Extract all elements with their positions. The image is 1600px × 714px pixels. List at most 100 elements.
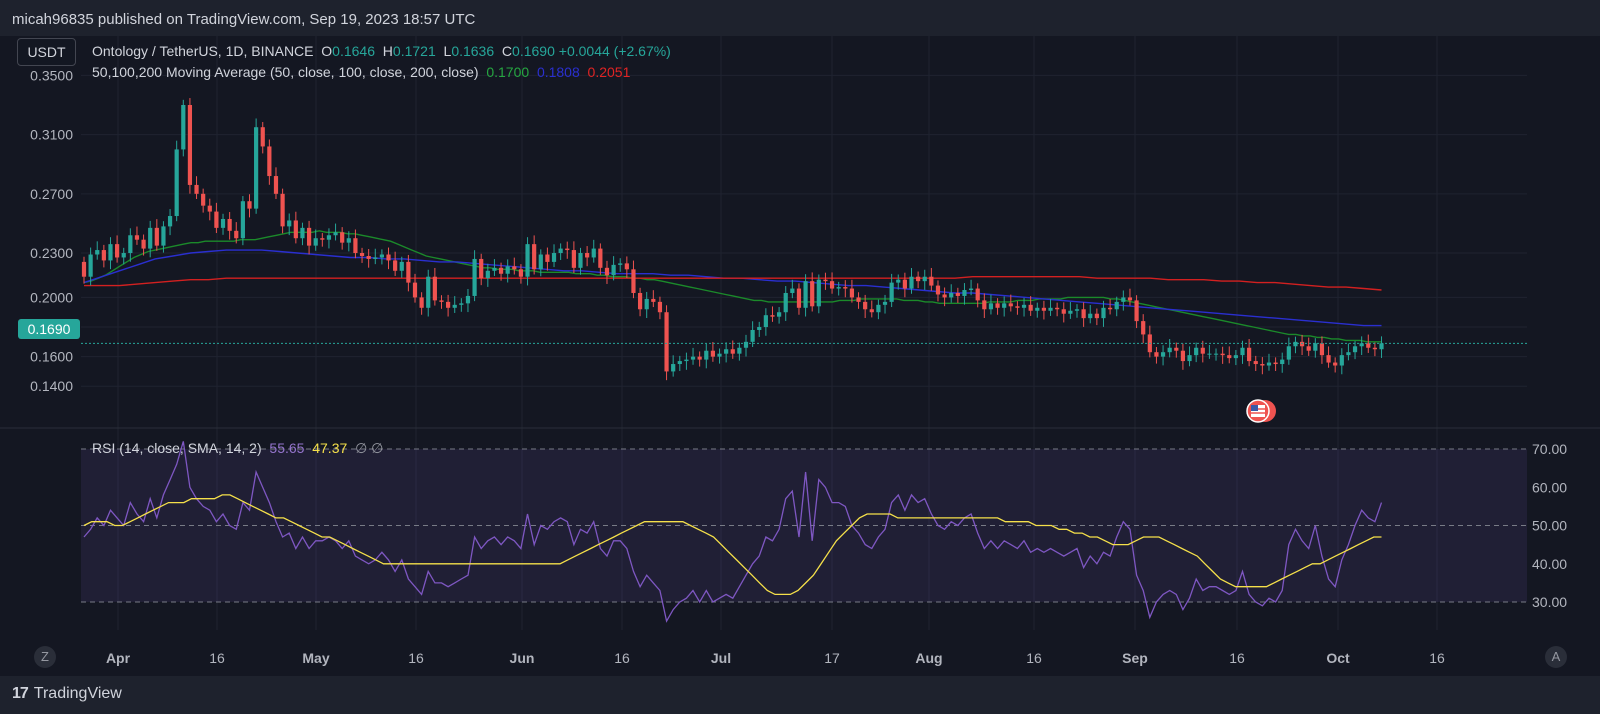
candle-body[interactable] <box>161 226 166 246</box>
candle-body[interactable] <box>115 244 120 258</box>
candle-body[interactable] <box>545 254 550 262</box>
candle-body[interactable] <box>922 276 927 282</box>
candle-body[interactable] <box>432 276 437 301</box>
candle-body[interactable] <box>968 288 974 291</box>
candle-body[interactable] <box>220 218 226 228</box>
candle-body[interactable] <box>1227 355 1232 359</box>
candle-body[interactable] <box>869 309 874 313</box>
candle-body[interactable] <box>320 238 325 240</box>
candle-body[interactable] <box>724 349 729 354</box>
candle-body[interactable] <box>657 301 663 313</box>
candle-body[interactable] <box>1121 297 1126 302</box>
candle-body[interactable] <box>909 276 914 289</box>
candle-body[interactable] <box>631 269 636 293</box>
candle-body[interactable] <box>472 258 477 296</box>
candle-body[interactable] <box>743 341 749 348</box>
candle-body[interactable] <box>267 146 272 177</box>
candle-body[interactable] <box>876 304 881 313</box>
candle-body[interactable] <box>591 248 596 258</box>
candle-body[interactable] <box>366 255 371 259</box>
candle-body[interactable] <box>1021 304 1027 308</box>
candle-body[interactable] <box>353 238 358 254</box>
candle-body[interactable] <box>465 295 471 304</box>
candle-body[interactable] <box>81 261 87 277</box>
candle-body[interactable] <box>1352 346 1358 353</box>
candle-body[interactable] <box>1108 307 1113 310</box>
candle-body[interactable] <box>1174 347 1179 351</box>
candle-body[interactable] <box>1299 341 1305 347</box>
candle-body[interactable] <box>1326 355 1331 363</box>
candle-body[interactable] <box>598 248 603 268</box>
candle-body[interactable] <box>412 282 418 298</box>
candle-body[interactable] <box>1366 343 1371 348</box>
candle-body[interactable] <box>710 350 715 357</box>
candle-body[interactable] <box>644 298 649 310</box>
currency-button[interactable]: USDT <box>17 38 76 66</box>
candle-body[interactable] <box>532 244 537 270</box>
candle-body[interactable] <box>525 244 530 277</box>
candle-body[interactable] <box>611 264 616 276</box>
candle-body[interactable] <box>134 235 140 240</box>
candle-body[interactable] <box>1207 353 1212 355</box>
candle-body[interactable] <box>1372 347 1377 350</box>
candle-body[interactable] <box>1247 347 1252 362</box>
candle-body[interactable] <box>1200 347 1205 354</box>
candle-body[interactable] <box>306 227 312 246</box>
candle-body[interactable] <box>326 235 332 240</box>
candle-body[interactable] <box>849 288 855 298</box>
candle-body[interactable] <box>551 253 557 262</box>
candle-body[interactable] <box>1306 346 1311 351</box>
candle-body[interactable] <box>955 292 960 296</box>
auto-scale-button[interactable]: A <box>1545 646 1567 668</box>
candle-body[interactable] <box>247 201 252 209</box>
candle-body[interactable] <box>1041 307 1046 311</box>
candle-body[interactable] <box>1002 303 1007 308</box>
tradingview-logo[interactable]: 17 TradingView <box>12 685 122 703</box>
candle-body[interactable] <box>459 303 464 305</box>
candle-body[interactable] <box>737 347 742 354</box>
candle-body[interactable] <box>1048 307 1053 311</box>
candle-body[interactable] <box>108 244 113 261</box>
candle-body[interactable] <box>1167 347 1172 353</box>
candle-body[interactable] <box>949 292 954 298</box>
candle-body[interactable] <box>604 267 610 276</box>
candle-body[interactable] <box>240 201 245 239</box>
candle-body[interactable] <box>187 105 193 185</box>
candle-body[interactable] <box>863 301 868 310</box>
candle-body[interactable] <box>637 292 643 310</box>
candle-body[interactable] <box>214 211 219 228</box>
candle-body[interactable] <box>273 176 279 194</box>
candle-body[interactable] <box>816 279 821 307</box>
candle-body[interactable] <box>624 263 629 270</box>
candle-body[interactable] <box>988 303 994 310</box>
candle-body[interactable] <box>889 282 894 302</box>
candle-body[interactable] <box>359 253 365 256</box>
candle-body[interactable] <box>1319 343 1325 356</box>
candle-body[interactable] <box>88 254 93 277</box>
candle-body[interactable] <box>333 232 338 236</box>
candle-body[interactable] <box>664 312 669 372</box>
candle-body[interactable] <box>916 276 921 282</box>
candle-body[interactable] <box>446 301 451 308</box>
candle-body[interactable] <box>1154 352 1159 357</box>
candle-body[interactable] <box>1028 304 1033 311</box>
candle-body[interactable] <box>929 276 934 286</box>
candle-body[interactable] <box>1266 362 1272 366</box>
candle-body[interactable] <box>1260 364 1265 366</box>
candle-body[interactable] <box>1233 355 1238 359</box>
candle-body[interactable] <box>1280 359 1285 365</box>
candle-body[interactable] <box>757 327 762 330</box>
candle-body[interactable] <box>293 220 298 239</box>
candle-body[interactable] <box>618 263 623 265</box>
candle-body[interactable] <box>1180 350 1186 362</box>
candle-body[interactable] <box>578 253 583 268</box>
candle-body[interactable] <box>538 254 543 270</box>
candle-body[interactable] <box>1074 309 1080 311</box>
candle-body[interactable] <box>194 184 199 194</box>
candle-body[interactable] <box>505 266 510 274</box>
candle-body[interactable] <box>1313 343 1318 351</box>
event-flag-icon[interactable] <box>1246 399 1276 423</box>
candle-body[interactable] <box>280 193 285 227</box>
candle-body[interactable] <box>565 248 570 251</box>
